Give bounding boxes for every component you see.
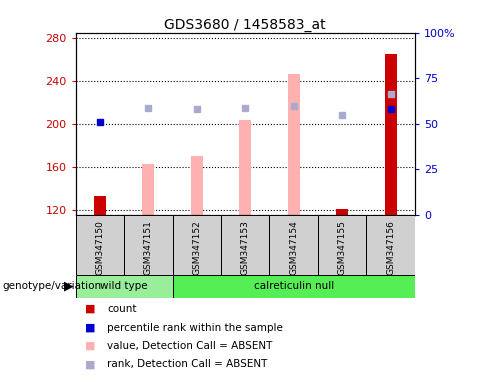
Bar: [318, 215, 366, 275]
Text: ■: ■: [85, 323, 96, 333]
Bar: [173, 215, 221, 275]
Bar: [239, 119, 251, 215]
Text: ▶: ▶: [63, 280, 73, 293]
Text: rank, Detection Call = ABSENT: rank, Detection Call = ABSENT: [107, 359, 268, 369]
Text: GSM347152: GSM347152: [192, 220, 201, 275]
Text: GSM347154: GSM347154: [289, 220, 298, 275]
Text: GSM347155: GSM347155: [338, 220, 346, 275]
Bar: [336, 209, 348, 215]
Bar: [366, 215, 415, 275]
Text: ■: ■: [85, 341, 96, 351]
Bar: [124, 215, 173, 275]
Bar: [173, 275, 415, 298]
Text: value, Detection Call = ABSENT: value, Detection Call = ABSENT: [107, 341, 273, 351]
Text: percentile rank within the sample: percentile rank within the sample: [107, 323, 283, 333]
Text: GSM347151: GSM347151: [144, 220, 153, 275]
Bar: [385, 54, 397, 215]
Bar: [76, 215, 124, 275]
Title: GDS3680 / 1458583_at: GDS3680 / 1458583_at: [164, 18, 326, 31]
Bar: [76, 275, 173, 298]
Bar: [142, 164, 154, 215]
Text: GSM347150: GSM347150: [95, 220, 104, 275]
Text: calreticulin null: calreticulin null: [254, 281, 334, 291]
Text: count: count: [107, 304, 137, 314]
Text: ■: ■: [85, 304, 96, 314]
Text: GSM347153: GSM347153: [241, 220, 250, 275]
Bar: [269, 215, 318, 275]
Text: wild type: wild type: [100, 281, 148, 291]
Text: GSM347156: GSM347156: [386, 220, 395, 275]
Bar: [94, 196, 106, 215]
Text: genotype/variation: genotype/variation: [2, 281, 102, 291]
Bar: [191, 156, 203, 215]
Bar: [221, 215, 269, 275]
Text: ■: ■: [85, 359, 96, 369]
Bar: [287, 74, 300, 215]
